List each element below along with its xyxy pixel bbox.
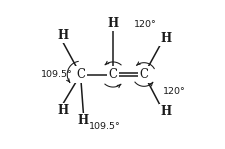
Text: H: H [57,29,68,42]
Text: 120°: 120° [162,87,184,96]
Text: C: C [76,68,85,81]
Text: C: C [108,68,117,81]
Text: 109.5°: 109.5° [89,122,120,131]
Text: H: H [78,114,89,127]
Text: 120°: 120° [134,20,156,29]
Text: C: C [139,68,148,81]
Text: 109.5°: 109.5° [41,70,73,79]
Text: H: H [160,32,171,45]
Text: H: H [107,17,118,30]
Text: H: H [160,105,171,118]
Text: H: H [57,104,68,117]
